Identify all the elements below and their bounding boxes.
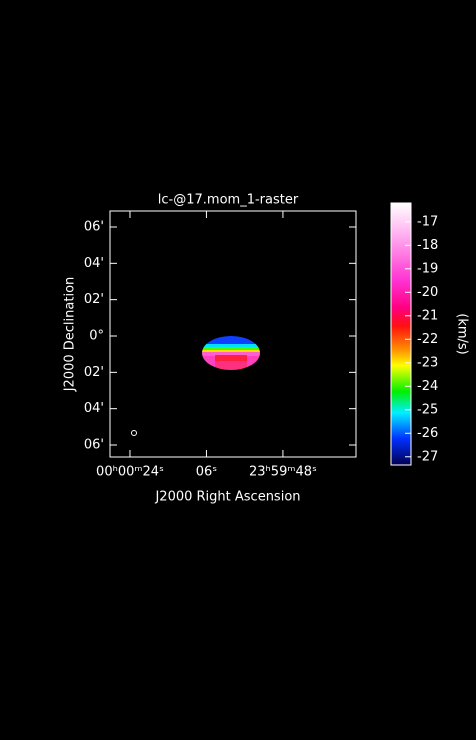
x-tick-label: 06ˢ: [196, 465, 218, 480]
x-tick-label: 00ʰ00ᵐ24ˢ: [96, 465, 164, 480]
colorbar-tick-label: -22: [417, 332, 438, 347]
colorbar-label: (km/s): [455, 313, 470, 355]
y-axis-label: J2000 Declination: [63, 277, 78, 393]
colorbar-tick-label: -18: [417, 238, 438, 253]
colorbar-tick-label: -25: [417, 402, 438, 417]
y-tick-label: 06': [84, 438, 104, 453]
colorbar-tick-label: -27: [417, 449, 438, 464]
beam: [131, 430, 137, 436]
y-tick-label: 04': [84, 256, 104, 271]
colorbar-tick-label: -17: [417, 214, 438, 229]
y-tick-label: 02': [84, 365, 104, 380]
y-tick-label: 06': [84, 219, 104, 234]
colorbar-tick-label: -23: [417, 355, 438, 370]
y-tick-label: 02': [84, 292, 104, 307]
colorbar-tick-label: -20: [417, 285, 438, 300]
y-tick-label: 0°: [89, 328, 104, 343]
colorbar-tick-label: -26: [417, 426, 438, 441]
colorbar-tick-label: -21: [417, 308, 438, 323]
colorbar: [390, 202, 412, 466]
x-axis-label: J2000 Right Ascension: [154, 490, 300, 505]
raster-image: [202, 336, 260, 370]
chart-title: lc-@17.mom_1-raster: [158, 193, 299, 208]
colorbar-tick-label: -19: [417, 261, 438, 276]
y-tick-label: 04': [84, 401, 104, 416]
colorbar-tick-label: -24: [417, 379, 438, 394]
x-tick-label: 23ʰ59ᵐ48ˢ: [249, 465, 317, 480]
plot-frame: [109, 210, 357, 458]
